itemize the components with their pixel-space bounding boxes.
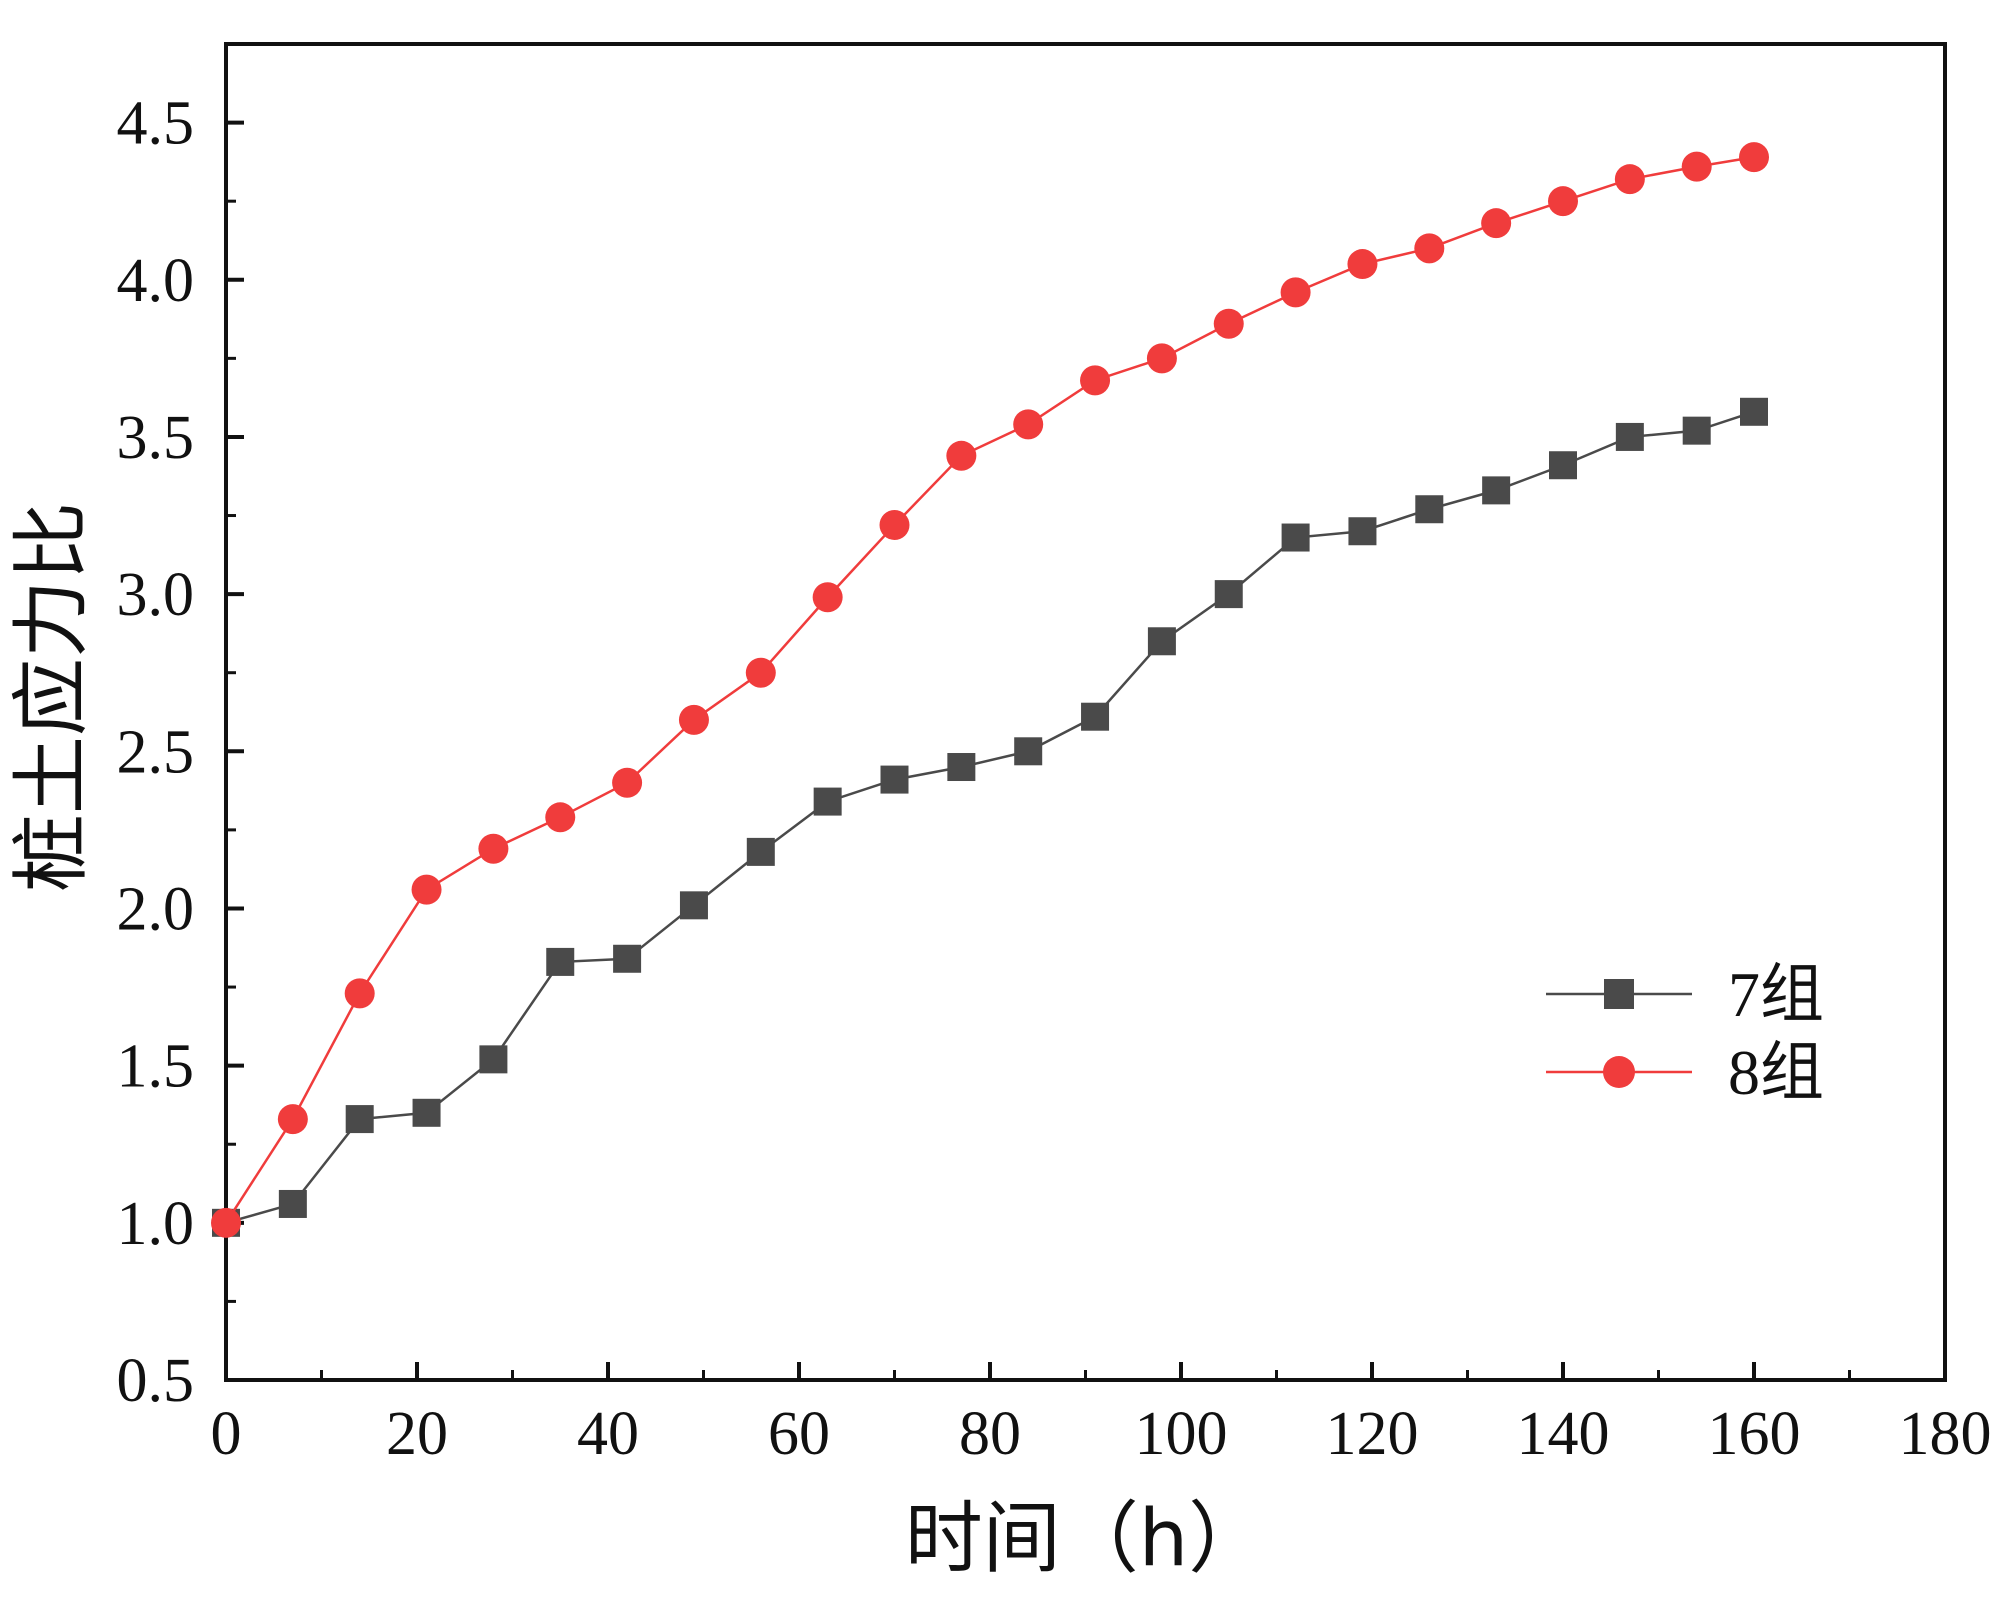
x-tick-label: 140 <box>1517 1400 1610 1468</box>
data-point-circle <box>1280 277 1311 308</box>
data-point-square <box>1740 397 1768 426</box>
data-point-circle <box>745 657 776 688</box>
data-point-circle <box>1414 233 1445 264</box>
y-tick-label: 1.0 <box>117 1190 195 1258</box>
x-tick-label: 0 <box>211 1400 242 1468</box>
data-point-circle <box>1080 365 1111 396</box>
data-point-square <box>679 891 708 920</box>
data-point-circle <box>879 509 910 540</box>
x-tick-label: 120 <box>1326 1400 1419 1468</box>
legend-label: 8组 <box>1728 1037 1824 1108</box>
x-tick-label: 20 <box>386 1400 448 1468</box>
data-point-circle <box>678 704 709 735</box>
data-point-square <box>1081 702 1110 731</box>
plot-area <box>211 42 1947 1382</box>
data-point-square <box>1147 627 1176 656</box>
data-point-circle <box>1347 249 1378 280</box>
data-point-square <box>412 1098 441 1127</box>
data-point-circle <box>1739 142 1769 173</box>
y-tick-label: 4.5 <box>117 90 195 158</box>
data-point-circle <box>1681 151 1712 182</box>
data-point-circle <box>612 767 643 798</box>
data-point-circle <box>411 874 442 905</box>
x-tick-label: 40 <box>577 1400 639 1468</box>
y-tick-label: 2.5 <box>117 718 195 786</box>
data-point-square <box>1348 517 1377 546</box>
x-axis-title: 时间（h） <box>905 1494 1266 1584</box>
x-tick-labels: 0 20 40 60 80 100 120 140 160 180 <box>211 1400 1992 1468</box>
data-point-square <box>1549 451 1577 480</box>
data-point-square <box>1214 580 1243 609</box>
data-point-circle <box>211 1207 241 1238</box>
data-point-circle <box>1146 343 1177 374</box>
series-2 <box>211 142 1769 1238</box>
x-tick-label: 180 <box>1899 1400 1992 1468</box>
minor-ticks <box>226 199 1851 1380</box>
y-tick-label: 0.5 <box>117 1347 195 1415</box>
data-point-square <box>746 837 775 866</box>
major-ticks <box>224 120 1947 1382</box>
data-point-circle <box>1481 208 1512 239</box>
y-axis-title: 桩土应力比 <box>7 502 97 892</box>
legend-item-1: 7组 <box>1546 959 1824 1030</box>
y-tick-label: 3.0 <box>117 561 195 629</box>
x-tick-label: 100 <box>1135 1400 1228 1468</box>
series-line <box>224 155 1755 1224</box>
data-point-circle <box>1213 308 1244 339</box>
x-tick-label: 80 <box>959 1400 1021 1468</box>
y-tick-label: 4.0 <box>117 247 195 315</box>
y-tick-label: 2.0 <box>117 875 195 943</box>
data-point-square <box>1281 523 1310 552</box>
data-point-square <box>1014 737 1043 766</box>
data-point-circle <box>344 978 375 1009</box>
data-point-square <box>345 1105 374 1134</box>
data-point-square <box>278 1189 307 1218</box>
data-point-square <box>947 753 976 782</box>
data-point-circle <box>1548 186 1578 217</box>
data-point-square <box>479 1045 508 1074</box>
legend-marker-square <box>1604 979 1634 1009</box>
data-point-square <box>1482 476 1511 505</box>
y-tick-labels: 0.5 1.0 1.5 2.0 2.5 3.0 3.5 4.0 4.5 <box>117 90 195 1415</box>
data-point-circle <box>1614 164 1645 195</box>
legend-item-2: 8组 <box>1546 1037 1824 1108</box>
legend-marker-circle <box>1603 1056 1635 1088</box>
y-tick-label: 3.5 <box>117 404 195 472</box>
data-point-square <box>1615 422 1644 451</box>
data-point-square <box>1415 495 1444 524</box>
data-point-circle <box>478 833 509 864</box>
series-layer <box>211 142 1769 1238</box>
legend-label: 7组 <box>1728 959 1824 1030</box>
data-point-circle <box>277 1104 308 1135</box>
data-point-square <box>613 944 642 973</box>
x-tick-label: 160 <box>1708 1400 1801 1468</box>
data-point-circle <box>812 582 843 613</box>
data-point-circle <box>545 802 576 833</box>
x-tick-label: 60 <box>768 1400 830 1468</box>
data-point-circle <box>946 440 977 471</box>
y-tick-label: 1.5 <box>117 1033 195 1101</box>
series-line <box>225 410 1755 1225</box>
series-1 <box>212 397 1768 1237</box>
data-point-square <box>813 787 842 816</box>
data-point-circle <box>1013 409 1044 440</box>
data-point-square <box>546 947 575 976</box>
data-point-square <box>880 765 909 794</box>
data-point-square <box>1682 416 1711 445</box>
